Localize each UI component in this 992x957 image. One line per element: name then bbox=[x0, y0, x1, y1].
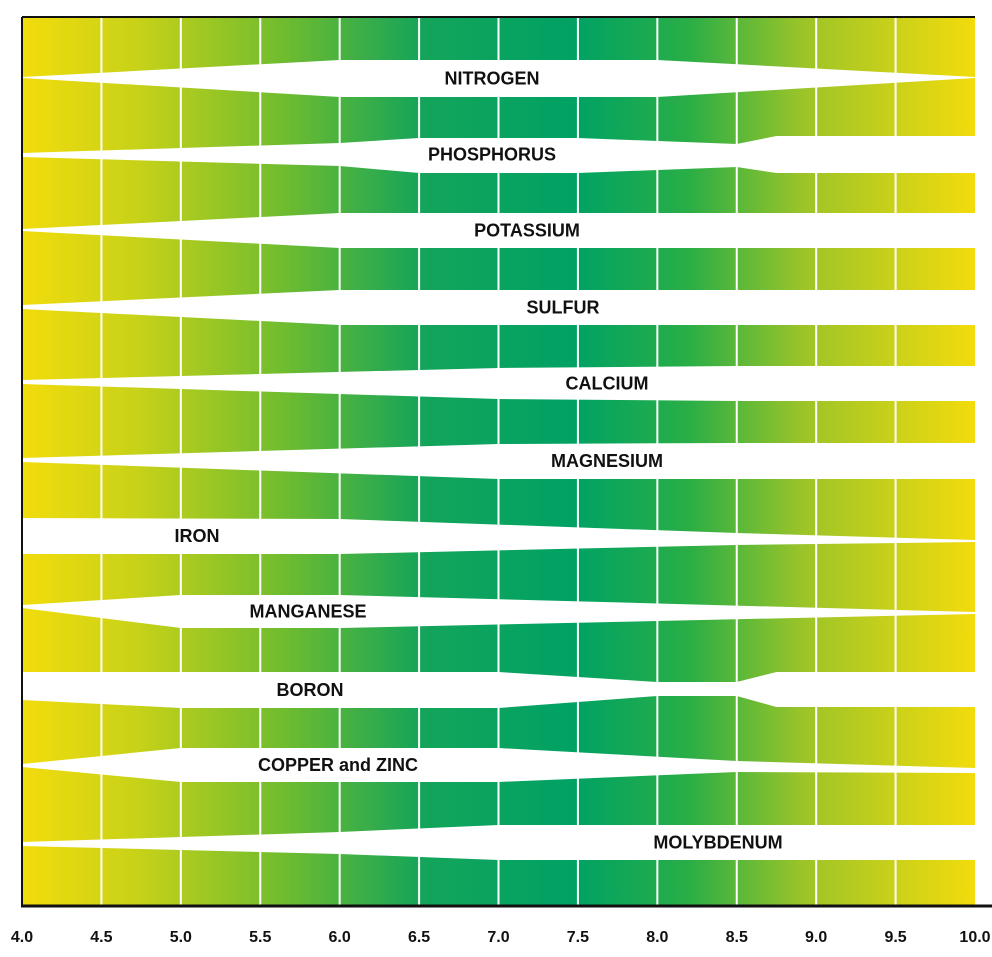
x-tick-label: 8.0 bbox=[646, 929, 668, 946]
nutrient-label: MAGNESIUM bbox=[551, 451, 663, 471]
x-tick-label: 10.0 bbox=[959, 929, 990, 946]
x-tick-label: 9.5 bbox=[884, 929, 906, 946]
nutrient-label: IRON bbox=[175, 526, 220, 546]
x-tick-label: 4.0 bbox=[11, 929, 33, 946]
x-tick-label: 7.5 bbox=[567, 929, 589, 946]
nutrient-label: NITROGEN bbox=[444, 68, 539, 88]
x-tick-label: 9.0 bbox=[805, 929, 827, 946]
x-tick-label: 7.0 bbox=[487, 929, 509, 946]
nutrient-label: SULFUR bbox=[527, 297, 600, 317]
nutrient-label: PHOSPHORUS bbox=[428, 144, 556, 164]
nutrient-label: BORON bbox=[277, 680, 344, 700]
x-tick-label: 4.5 bbox=[90, 929, 112, 946]
x-tick-label: 8.5 bbox=[726, 929, 748, 946]
x-tick-label: 5.5 bbox=[249, 929, 271, 946]
nutrient-label: MOLYBDENUM bbox=[653, 832, 782, 852]
nutrient-label: CALCIUM bbox=[566, 373, 649, 393]
x-tick-label: 5.0 bbox=[170, 929, 192, 946]
nutrient-label: POTASSIUM bbox=[474, 220, 580, 240]
nutrient-label: MANGANESE bbox=[249, 601, 366, 621]
x-tick-label: 6.0 bbox=[329, 929, 351, 946]
x-tick-label: 6.5 bbox=[408, 929, 430, 946]
nutrient-label: COPPER and ZINC bbox=[258, 755, 418, 775]
